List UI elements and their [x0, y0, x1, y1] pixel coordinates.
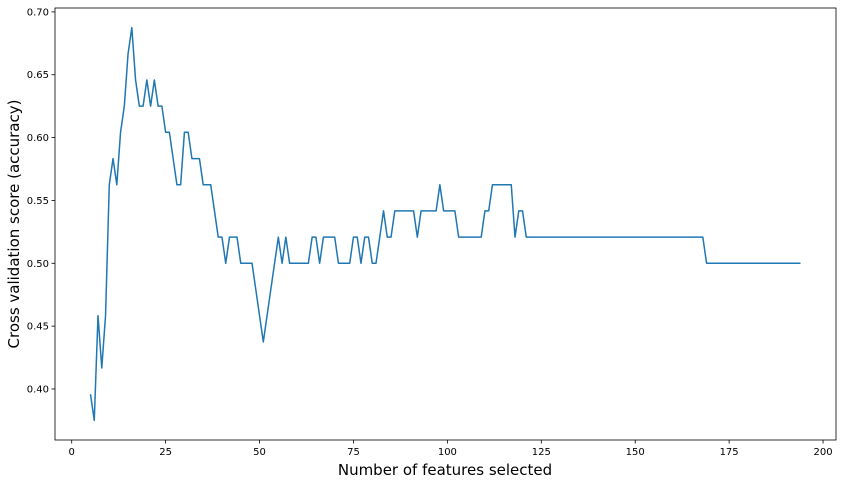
- plot-frame: [54, 7, 837, 441]
- y-tick-label: 0.65: [27, 70, 49, 81]
- y-tick-label: 0.50: [27, 259, 49, 270]
- y-tick-label: 0.70: [27, 7, 49, 18]
- x-tick-label: 0: [69, 447, 75, 458]
- x-tick-label: 75: [347, 447, 360, 458]
- x-tick-label: 50: [253, 447, 266, 458]
- y-tick-label: 0.45: [27, 322, 49, 333]
- x-tick-label: 125: [532, 447, 551, 458]
- data-line: [89, 26, 801, 422]
- x-tick-label: 200: [813, 447, 832, 458]
- x-tick-label: 150: [626, 447, 645, 458]
- y-tick-label: 0.60: [27, 133, 49, 144]
- y-axis-label: Cross validation score (accuracy): [5, 100, 23, 349]
- x-tick-label: 175: [720, 447, 739, 458]
- x-tick-label: 100: [438, 447, 457, 458]
- y-tick-label: 0.55: [27, 196, 49, 207]
- x-axis-label: Number of features selected: [338, 461, 552, 479]
- y-tick-label: 0.40: [27, 384, 49, 395]
- x-tick-label: 25: [159, 447, 172, 458]
